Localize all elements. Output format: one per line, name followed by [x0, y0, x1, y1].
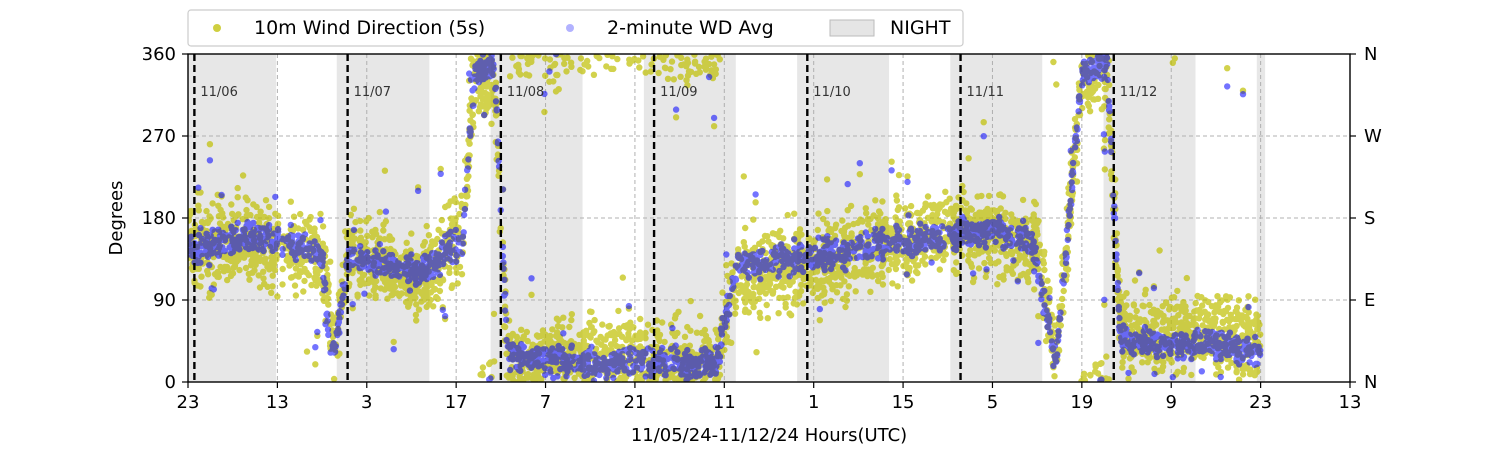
legend-frame	[187, 9, 964, 47]
day-marker-label: 11/12	[1120, 85, 1157, 100]
x-tick-label: 15	[892, 392, 915, 413]
x-axis-ticks: 23 13 3 17 7 21 11 1 15 5 19 9 23 13	[177, 382, 1362, 413]
legend-label-wind-direction: 10m Wind Direction (5s)	[254, 17, 485, 39]
day-markers: 11/06 11/07 11/08 11/09 11/10 11/11 11/12	[193, 54, 1157, 382]
y2-tick-label: S	[1364, 208, 1375, 229]
y-tick-label: 0	[165, 372, 176, 393]
y2-tick-label: N	[1364, 44, 1377, 65]
day-marker-label: 11/09	[660, 85, 697, 100]
legend-marker-wind-direction	[213, 24, 221, 32]
legend: 10m Wind Direction (5s) 2-minute WD Avg …	[187, 9, 964, 47]
legend-label-night: NIGHT	[890, 17, 951, 39]
day-marker-label: 11/10	[813, 85, 850, 100]
y2-axis-ticks: N E S W N	[1350, 44, 1382, 393]
x-tick-label: 13	[1339, 392, 1362, 413]
x-tick-label: 19	[1070, 392, 1093, 413]
x-tick-label: 17	[445, 392, 468, 413]
day-marker-label: 11/11	[967, 85, 1004, 100]
x-tick-label: 1	[808, 392, 819, 413]
y2-tick-label: W	[1364, 126, 1382, 147]
legend-patch-night	[829, 19, 875, 37]
x-tick-label: 13	[266, 392, 289, 413]
y2-tick-label: N	[1364, 372, 1377, 393]
day-marker-label: 11/08	[507, 85, 544, 100]
x-tick-label: 23	[177, 392, 200, 413]
series-2min-wd-avg	[188, 54, 1264, 382]
x-tick-label: 11	[713, 392, 736, 413]
day-marker-label: 11/06	[200, 85, 237, 100]
x-tick-label: 9	[1166, 392, 1177, 413]
x-tick-label: 21	[623, 392, 646, 413]
y-tick-label: 180	[142, 208, 176, 229]
x-tick-label: 7	[540, 392, 551, 413]
y-tick-label: 360	[142, 44, 176, 65]
legend-marker-2min-avg	[566, 24, 574, 32]
x-axis-label: 11/05/24-11/12/24 Hours(UTC)	[631, 425, 907, 446]
x-tick-label: 3	[361, 392, 372, 413]
x-tick-label: 23	[1249, 392, 1272, 413]
y-tick-label: 90	[153, 290, 176, 311]
x-tick-label: 5	[987, 392, 998, 413]
y-axis-ticks: 0 90 180 270 360	[142, 44, 188, 393]
series-points	[188, 54, 1264, 382]
y-axis-label: Degrees	[106, 181, 127, 256]
y2-tick-label: E	[1364, 290, 1375, 311]
day-marker-label: 11/07	[354, 85, 391, 100]
legend-label-2min-avg: 2-minute WD Avg	[607, 17, 774, 39]
y-tick-label: 270	[142, 126, 176, 147]
